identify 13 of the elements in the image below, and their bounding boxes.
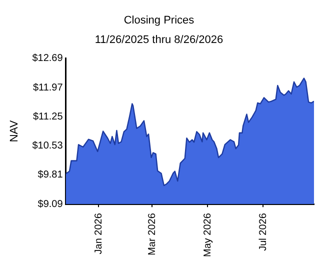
y-tick-label: $11.97 xyxy=(32,82,64,94)
y-tick-label: $9.81 xyxy=(38,170,64,181)
x-tick-label: Mar 2026 xyxy=(146,212,158,256)
y-tick-label: $11.25 xyxy=(32,111,64,122)
x-tick-label: May 2026 xyxy=(202,212,214,258)
y-tick-label: $10.53 xyxy=(32,140,64,152)
x-tick-label: Jan 2026 xyxy=(93,212,104,254)
chart-title: Closing Prices xyxy=(124,14,195,27)
y-tick-label: $9.09 xyxy=(38,198,64,210)
x-tick-label: Jul 2026 xyxy=(258,212,269,251)
chart-subtitle: 11/26/2025 thru 8/26/2026 xyxy=(94,34,224,46)
y-tick-label: $12.69 xyxy=(32,53,64,64)
y-axis-title: NAV xyxy=(8,120,21,142)
